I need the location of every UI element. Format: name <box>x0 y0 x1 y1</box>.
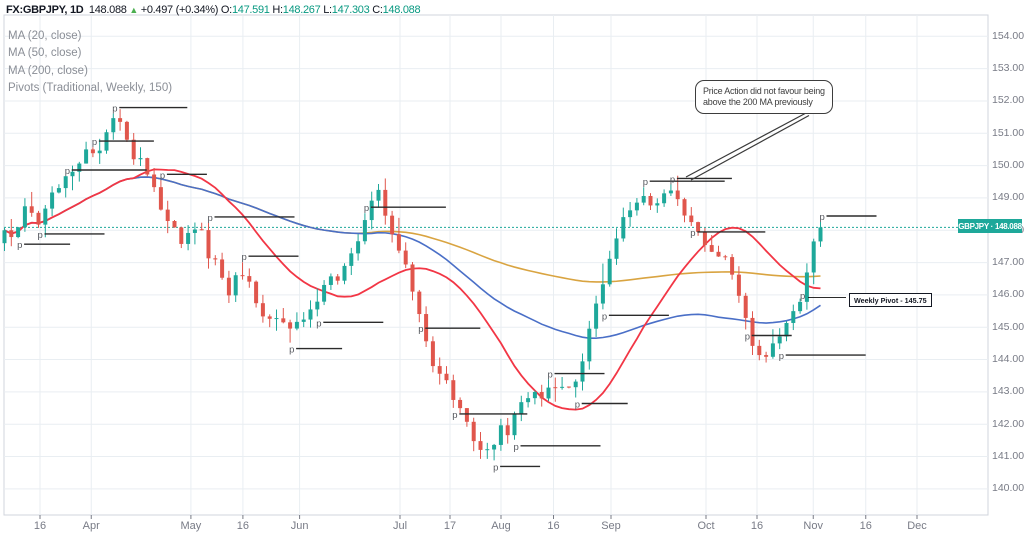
svg-text:p: p <box>364 203 369 214</box>
svg-text:p: p <box>779 351 784 362</box>
svg-text:p: p <box>17 240 22 251</box>
svg-text:p: p <box>38 230 43 241</box>
svg-text:p: p <box>690 228 695 239</box>
svg-text:p: p <box>548 370 553 381</box>
svg-text:p: p <box>418 324 423 335</box>
svg-text:p: p <box>602 311 607 322</box>
svg-text:p: p <box>820 212 825 223</box>
svg-text:p: p <box>514 442 519 453</box>
svg-text:p: p <box>242 252 247 263</box>
svg-text:p: p <box>493 462 498 473</box>
svg-text:p: p <box>745 332 750 343</box>
svg-text:p: p <box>452 410 457 421</box>
svg-text:p: p <box>316 318 321 329</box>
svg-text:p: p <box>65 166 70 177</box>
svg-text:p: p <box>92 137 97 148</box>
svg-text:p: p <box>643 177 648 188</box>
svg-text:p: p <box>208 213 213 224</box>
svg-text:p: p <box>575 400 580 411</box>
svg-text:p: p <box>112 104 117 115</box>
svg-text:p: p <box>289 345 294 356</box>
svg-text:p: p <box>670 174 675 185</box>
svg-text:p: p <box>160 170 165 181</box>
